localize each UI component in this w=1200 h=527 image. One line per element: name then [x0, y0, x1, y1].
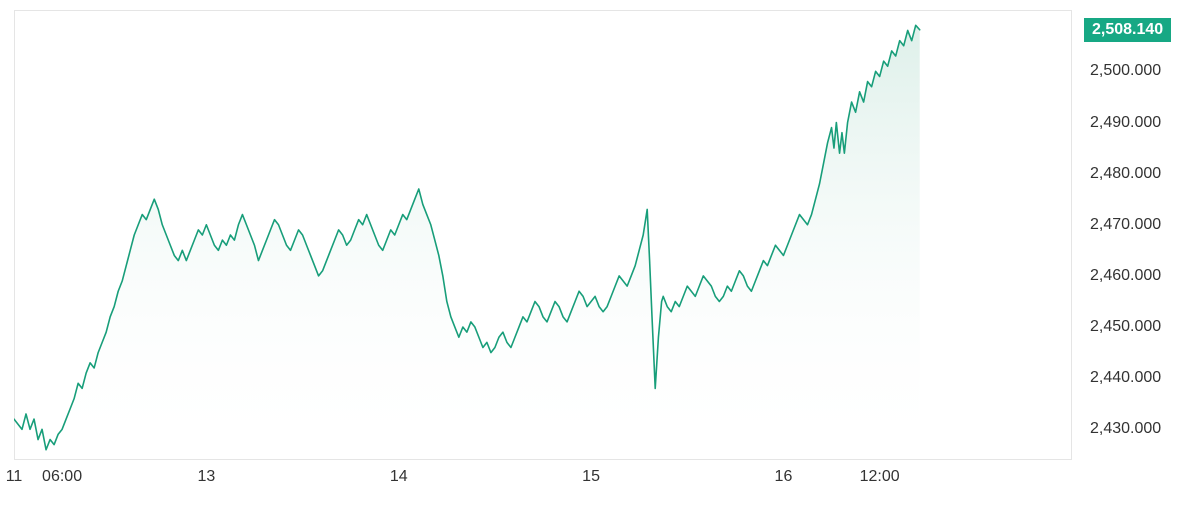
- y-axis-tick-label: 2,460.000: [1090, 267, 1161, 285]
- current-value-badge: 2,508.140: [1084, 18, 1171, 42]
- x-axis-tick-label: 14: [390, 468, 408, 486]
- x-axis-tick-label: 13: [197, 468, 215, 486]
- y-axis-tick-label: 2,490.000: [1090, 114, 1161, 132]
- y-axis-tick-label: 2,440.000: [1090, 369, 1161, 387]
- y-axis-tick-label: 2,450.000: [1090, 318, 1161, 336]
- x-axis-tick-label: 12:00: [860, 468, 900, 486]
- x-axis-tick-label: 15: [582, 468, 600, 486]
- x-axis-tick-label: 11: [6, 468, 23, 486]
- x-axis-tick-label: 06:00: [42, 468, 82, 486]
- x-axis-tick-label: 16: [775, 468, 793, 486]
- price-chart: 2,430.000 2,440.000 2,450.000 2,460.000 2,47…: [0, 0, 1200, 527]
- y-axis-tick-label: 2,430.000: [1090, 420, 1161, 438]
- chart-svg: [0, 0, 1200, 527]
- y-axis-tick-label: 2,500.000: [1090, 62, 1161, 80]
- y-axis-tick-label: 2,470.000: [1090, 216, 1161, 234]
- y-axis-tick-label: 2,480.000: [1090, 165, 1161, 183]
- chart-area-fill: [14, 25, 920, 460]
